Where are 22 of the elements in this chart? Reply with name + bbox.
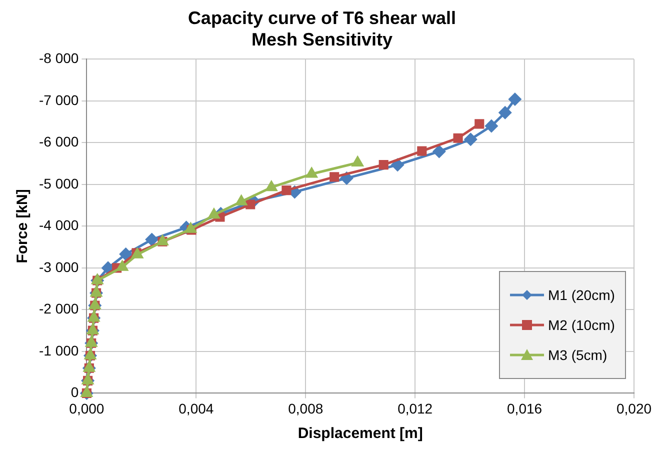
legend-label: M2 (10cm)	[548, 317, 615, 334]
x-tick-label: 0,016	[507, 400, 542, 416]
y-tick-label: -6 000	[38, 134, 79, 150]
y-tick-label: -8 000	[38, 50, 79, 66]
chart-title: Capacity curve of T6 shear wall	[188, 8, 456, 28]
y-tick-label: -1 000	[38, 342, 79, 358]
y-tick-label: -7 000	[38, 92, 79, 108]
x-tick-label: 0,000	[69, 400, 104, 416]
y-tick-label: -3 000	[38, 258, 79, 275]
y-axis-title: Force [kN]	[14, 189, 32, 264]
chart-subtitle: Mesh Sensitivity	[251, 29, 393, 50]
legend-label: M1 (20cm)	[548, 287, 615, 304]
y-tick-label: 0	[70, 384, 79, 400]
x-tick-label: 0,012	[398, 400, 433, 416]
y-tick-label: -2 000	[38, 300, 79, 317]
y-tick-label: -5 000	[38, 175, 79, 192]
legend-label: M3 (5cm)	[548, 347, 608, 364]
x-tick-label: 0,020	[616, 400, 652, 416]
x-tick-label: 0,008	[288, 400, 324, 416]
x-axis-title: Displacement [m]	[298, 425, 423, 442]
x-tick-label: 0,004	[178, 400, 214, 416]
y-tick-label: -4 000	[38, 217, 79, 234]
